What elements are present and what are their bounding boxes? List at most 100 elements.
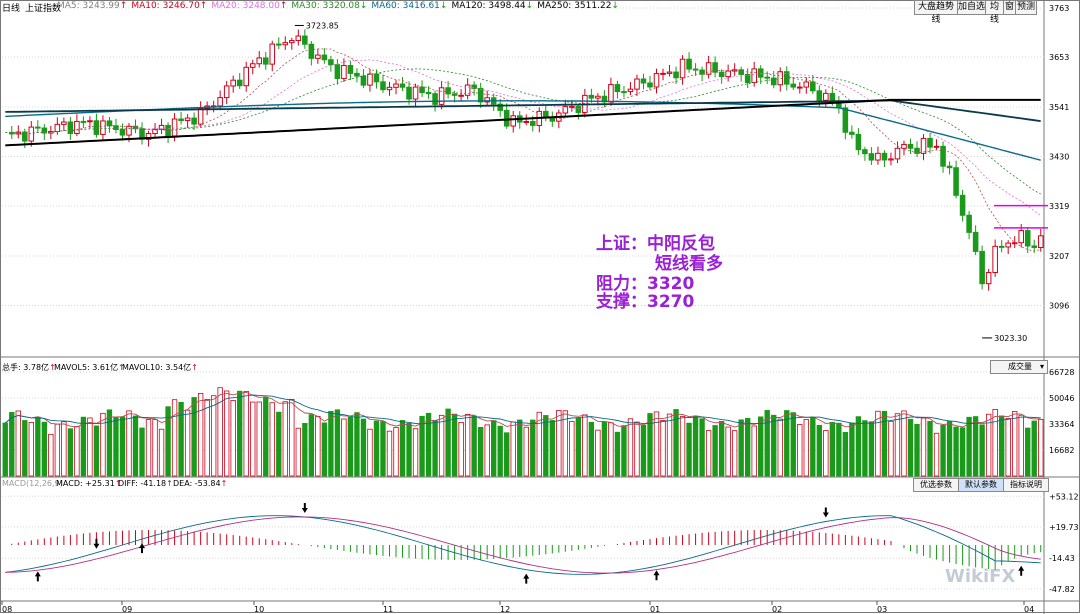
volume-bar — [823, 430, 829, 477]
candle-body — [386, 86, 393, 91]
forecast-button[interactable]: 预测 — [1015, 0, 1037, 15]
candle-body — [191, 117, 197, 125]
ma60-line — [5, 100, 1041, 161]
volume-tick-label: 33364 — [1049, 420, 1074, 429]
volume-bar — [289, 398, 295, 477]
annotation-line-2: 短线看多 — [655, 254, 723, 274]
volume-bar — [627, 418, 634, 477]
dea-value: DEA: -53.84↑ — [173, 479, 228, 488]
annotation-line-4: 支撑：3270 — [596, 292, 695, 312]
volume-bar — [985, 413, 992, 477]
volume-bar — [471, 415, 477, 477]
volume-bar — [171, 399, 178, 477]
ma10-line — [5, 48, 1041, 252]
volume-bar — [517, 419, 523, 477]
volume-bar — [119, 416, 126, 477]
volume-bar — [41, 421, 48, 477]
window-button[interactable]: 窗 — [1003, 0, 1016, 15]
volume-bar — [875, 410, 881, 477]
candle-body — [373, 73, 380, 83]
volume-bar — [224, 390, 230, 477]
volume-bar — [432, 420, 438, 477]
volume-bar — [751, 425, 757, 477]
mavol10-line — [5, 394, 1041, 425]
volume-bar — [341, 418, 347, 477]
candle-body — [184, 117, 191, 122]
volume-bar — [354, 412, 360, 477]
volume-bar — [9, 412, 15, 477]
candle-body — [464, 84, 471, 96]
volume-tick-label: 16682 — [1049, 446, 1074, 455]
volume-bar — [771, 414, 777, 477]
volume-bar — [263, 396, 269, 477]
volume-bar — [1018, 414, 1024, 477]
volume-bar — [204, 399, 210, 477]
candle-body — [738, 69, 744, 75]
chevron-down-icon: ▾ — [1039, 362, 1044, 371]
candle-body — [979, 250, 985, 285]
volume-bar — [491, 420, 497, 477]
volume-bar — [692, 415, 699, 477]
candle-body — [777, 71, 784, 86]
candle-body — [471, 84, 477, 90]
candle-body — [679, 58, 686, 79]
trend-line-button[interactable]: 大盘趋势线 — [914, 0, 958, 25]
volume-bar — [1025, 427, 1031, 477]
volume-bar — [484, 424, 490, 477]
volume-bar — [849, 422, 855, 477]
candle-body — [61, 121, 67, 125]
candle-body — [953, 167, 959, 196]
candle-body — [725, 70, 731, 78]
candle-body — [289, 40, 295, 44]
volume-bar — [725, 426, 731, 477]
candle-body — [881, 152, 888, 161]
candle-body — [406, 86, 412, 100]
volume-bar — [237, 390, 243, 477]
candle-body — [842, 107, 849, 133]
volume-bar — [1031, 420, 1037, 477]
golden-cross-arrow-icon — [523, 573, 530, 584]
price-tick-label: 3541 — [1049, 103, 1069, 112]
volume-bar — [718, 420, 725, 477]
default-params-button[interactable]: 默认参数 — [958, 478, 1004, 492]
x-tick-label: 02 — [772, 605, 782, 614]
candle-body — [569, 105, 575, 108]
candle-body — [972, 231, 979, 252]
macd-tick-label: -47.82 — [1049, 585, 1075, 594]
indicator-dropdown[interactable]: 成交量 ▾ — [990, 360, 1048, 374]
volume-bar — [100, 412, 106, 477]
volume-bar — [510, 421, 516, 477]
candle-body — [888, 158, 894, 161]
candle-body — [35, 126, 41, 129]
candle-body — [998, 245, 1005, 248]
x-tick-label: 10 — [254, 605, 264, 614]
volume-bar — [784, 410, 790, 477]
moving-average-button[interactable]: 均线 — [985, 0, 1004, 25]
volume-bar — [464, 413, 471, 477]
add-watchlist-button[interactable]: 加自选 — [957, 0, 986, 15]
volume-bar — [243, 390, 249, 477]
candle-body — [178, 118, 184, 122]
volume-bar — [647, 413, 653, 477]
volume-bar — [145, 419, 152, 477]
volume-bar — [777, 418, 783, 477]
volume-bar — [380, 421, 386, 477]
volume-bar — [640, 424, 647, 477]
volume-bar — [347, 416, 354, 477]
candle-body — [276, 43, 282, 46]
watermark: WikiFX — [945, 566, 1016, 587]
volume-bar — [445, 408, 451, 477]
volume-bar — [660, 420, 666, 477]
indicator-help-button[interactable]: 指标说明 — [1003, 478, 1049, 492]
candle-body — [764, 76, 770, 79]
candle-body — [282, 42, 289, 46]
volume-bar — [673, 409, 679, 477]
volume-bar — [54, 423, 61, 477]
candle-body — [803, 81, 810, 88]
x-tick-label: 12 — [500, 605, 510, 614]
optimal-params-button[interactable]: 优选参数 — [913, 478, 959, 492]
candle-body — [230, 79, 236, 87]
candle-body — [940, 145, 946, 167]
candle-body — [393, 83, 399, 88]
